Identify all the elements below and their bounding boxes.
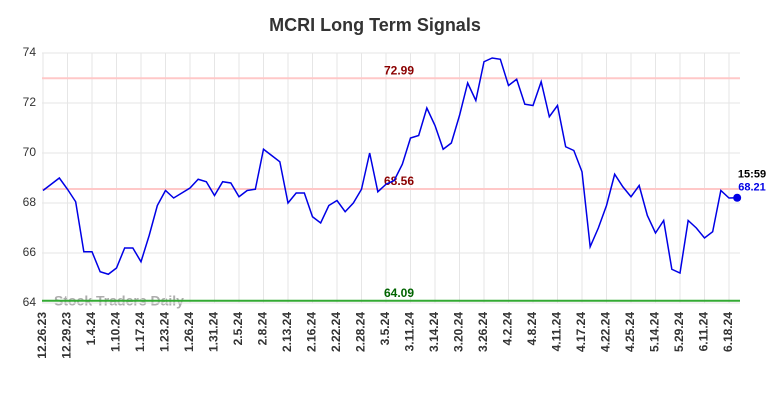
y-tick-label: 70 bbox=[23, 145, 37, 159]
x-tick-label: 6.18.24 bbox=[721, 312, 735, 352]
x-tick-label: 4.22.24 bbox=[599, 312, 613, 352]
x-tick-label: 5.29.24 bbox=[672, 312, 686, 352]
last-point bbox=[733, 193, 742, 202]
y-tick-label: 68 bbox=[23, 195, 37, 209]
x-tick-label: 4.25.24 bbox=[623, 312, 637, 352]
reference-label: 72.99 bbox=[384, 63, 414, 77]
y-tick-label: 72 bbox=[23, 95, 37, 109]
x-tick-label: 4.11.24 bbox=[550, 312, 564, 352]
x-tick-label: 1.4.24 bbox=[84, 312, 98, 346]
price-line bbox=[42, 57, 738, 276]
x-tick-label: 12.29.23 bbox=[60, 312, 74, 359]
x-tick-label: 1.17.24 bbox=[133, 312, 147, 352]
x-tick-label: 4.17.24 bbox=[574, 312, 588, 352]
x-tick-label: 3.26.24 bbox=[476, 312, 490, 352]
x-tick-label: 2.16.24 bbox=[305, 312, 319, 352]
x-tick-label: 3.5.24 bbox=[378, 312, 392, 346]
y-tick-label: 66 bbox=[23, 245, 37, 259]
x-tick-label: 2.8.24 bbox=[256, 312, 270, 346]
x-tick-label: 1.26.24 bbox=[182, 312, 196, 352]
last-time: 15:59 bbox=[738, 169, 766, 181]
reference-label: 68.56 bbox=[384, 174, 414, 188]
x-tick-label: 3.11.24 bbox=[403, 312, 417, 352]
x-tick-label: 1.10.24 bbox=[109, 312, 123, 352]
x-tick-label: 6.11.24 bbox=[697, 312, 711, 352]
x-tick-label: 2.13.24 bbox=[280, 312, 294, 352]
x-tick-label: 4.2.24 bbox=[501, 312, 515, 346]
x-tick-label: 2.22.24 bbox=[329, 312, 343, 352]
x-tick-label: 3.14.24 bbox=[427, 312, 441, 352]
y-tick-label: 74 bbox=[23, 45, 37, 59]
last-value: 68.21 bbox=[738, 182, 766, 194]
x-tick-label: 2.28.24 bbox=[354, 312, 368, 352]
x-tick-label: 12.26.23 bbox=[35, 312, 49, 359]
x-tick-label: 4.8.24 bbox=[525, 312, 539, 346]
x-tick-label: 1.23.24 bbox=[158, 312, 172, 352]
x-tick-label: 5.14.24 bbox=[648, 312, 662, 352]
reference-label: 64.09 bbox=[384, 286, 414, 300]
x-tick-label: 2.5.24 bbox=[231, 312, 245, 346]
y-tick-label: 64 bbox=[23, 295, 37, 309]
chart-title: MCRI Long Term Signals bbox=[269, 15, 481, 35]
x-tick-label: 1.31.24 bbox=[207, 312, 221, 352]
x-tick-label: 3.20.24 bbox=[452, 312, 466, 352]
